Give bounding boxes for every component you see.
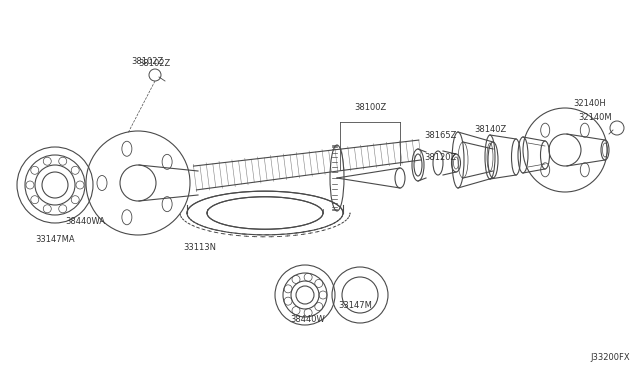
Text: 38100Z: 38100Z bbox=[354, 103, 386, 112]
Text: 32140M: 32140M bbox=[578, 113, 612, 122]
Text: 38440WA: 38440WA bbox=[65, 218, 105, 227]
Text: 38102Z: 38102Z bbox=[138, 60, 170, 68]
Text: 33147M: 33147M bbox=[338, 301, 372, 310]
Text: 38102Z: 38102Z bbox=[131, 57, 163, 65]
Text: 38120Z: 38120Z bbox=[424, 154, 456, 163]
Text: 32140H: 32140H bbox=[573, 99, 606, 108]
Text: 38440W: 38440W bbox=[291, 315, 325, 324]
Text: 33113N: 33113N bbox=[184, 244, 216, 253]
Text: 38140Z: 38140Z bbox=[474, 125, 506, 135]
Text: 38165Z: 38165Z bbox=[424, 131, 456, 141]
Text: J33200FX: J33200FX bbox=[590, 353, 630, 362]
Text: 33147MA: 33147MA bbox=[35, 235, 75, 244]
